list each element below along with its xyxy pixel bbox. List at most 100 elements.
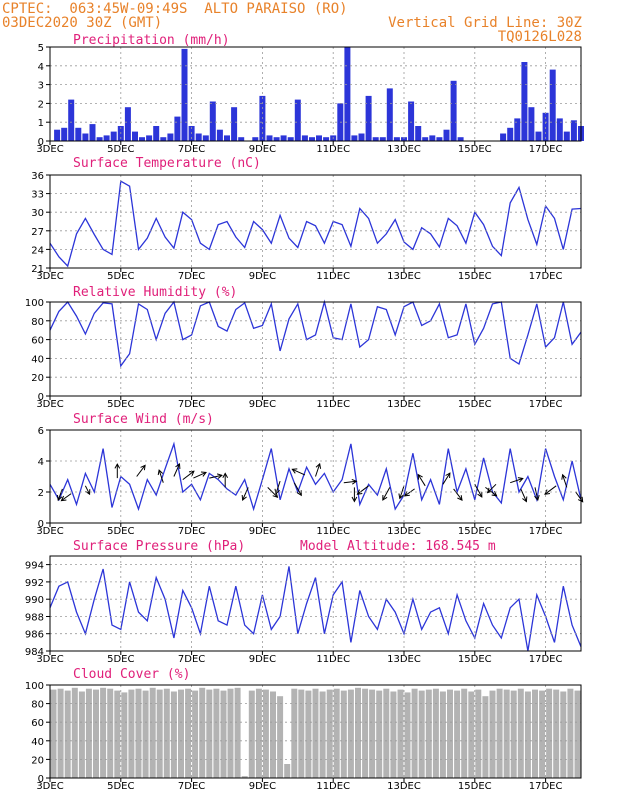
bar (454, 690, 461, 778)
bar (436, 137, 443, 141)
wind-arrow (182, 470, 195, 480)
bar (170, 691, 177, 778)
bar (362, 688, 369, 778)
wind-arrow-shaft (357, 485, 369, 495)
x-tick-label: 11DEC (316, 399, 350, 410)
wind-arrow (193, 471, 207, 479)
bar (234, 687, 241, 778)
wind-arrow-head (272, 492, 279, 498)
bar (372, 137, 379, 141)
wind-arrow-shaft (487, 483, 497, 493)
wind-arrow-head (175, 462, 181, 469)
wind-arrow-shaft (417, 474, 426, 487)
wind-arrow-head (60, 495, 67, 502)
bar (262, 689, 269, 778)
bar (255, 688, 262, 778)
wind-arrow (114, 463, 121, 479)
bar (153, 126, 160, 141)
wind-arrow-head (57, 495, 63, 502)
bar (71, 687, 78, 778)
bar (280, 135, 287, 141)
bar (489, 690, 496, 778)
wind-arrow-head (351, 496, 358, 503)
header-location: CPTEC: 063:45W-09:49S ALTO PARAISO (RO) (2, 1, 348, 17)
bar (457, 137, 464, 141)
wind-arrow-shaft (173, 463, 180, 477)
bar (514, 118, 521, 141)
x-tick-label: 9DEC (249, 399, 276, 410)
bar (439, 691, 446, 778)
y-tick-label: 24 (31, 245, 44, 256)
bar (383, 688, 390, 778)
bar (195, 133, 202, 141)
bar (450, 80, 457, 141)
x-tick-label: 13DEC (387, 144, 421, 155)
bar (418, 690, 425, 778)
x-tick-label: 13DEC (387, 654, 421, 665)
x-tick-label: 11DEC (316, 781, 350, 792)
wind-arrow-head (216, 473, 223, 479)
bar (570, 120, 577, 141)
wind-arrow-head (315, 462, 322, 469)
bar (355, 687, 361, 778)
bar (408, 101, 415, 141)
y-tick-label: 990 (25, 595, 44, 606)
wind-arrow (222, 472, 229, 488)
y-tick-label: 5 (38, 43, 44, 54)
y-tick-label: 2 (38, 99, 44, 110)
bar (121, 692, 128, 778)
bar (220, 690, 227, 778)
wind-arrow (57, 488, 63, 502)
bar (404, 692, 411, 778)
bar (57, 688, 64, 778)
x-tick-label: 5DEC (107, 399, 134, 410)
y-tick-label: 40 (31, 354, 44, 365)
x-tick-label: 17DEC (529, 781, 563, 792)
y-tick-label: 994 (25, 561, 44, 572)
bar (312, 688, 319, 778)
bar (50, 689, 57, 778)
x-tick-label: 3DEC (36, 781, 63, 792)
wind-arrow-shaft (61, 493, 72, 502)
bar (535, 131, 542, 141)
wind-arrow (561, 473, 568, 488)
bar (461, 688, 468, 778)
bar (560, 691, 567, 778)
bar (64, 690, 71, 778)
bar (351, 135, 358, 141)
wind-arrow-head (491, 490, 498, 497)
model-altitude-note: Model Altitude: 168.545 m (300, 539, 496, 554)
bar (103, 135, 110, 141)
wind-arrow-shaft (575, 491, 584, 503)
x-tick-label: 15DEC (458, 271, 492, 282)
panel-frame (49, 301, 582, 397)
x-tick-label: 9DEC (249, 781, 276, 792)
x-tick-label: 11DEC (316, 526, 350, 537)
bar (146, 135, 153, 141)
bar (347, 689, 354, 778)
x-tick-label: 17DEC (529, 144, 563, 155)
y-tick-label: 20 (31, 755, 44, 766)
x-tick-label: 5DEC (107, 144, 134, 155)
x-tick-label: 15DEC (458, 781, 492, 792)
y-tick-label: 988 (25, 613, 44, 624)
y-tick-label: 1 (38, 118, 44, 129)
wind-arrow (157, 469, 164, 483)
wind-arrow (241, 487, 249, 501)
bar (549, 69, 556, 141)
wind-arrow (544, 485, 557, 495)
x-tick-label: 9DEC (249, 271, 276, 282)
y-tick-label: 80 (31, 700, 44, 711)
wind-arrow (474, 484, 483, 498)
x-tick-label: 13DEC (387, 526, 421, 537)
bar (556, 118, 563, 141)
bar (213, 688, 220, 778)
y-tick-label: 33 (31, 190, 44, 201)
bar (482, 696, 489, 778)
bar (567, 688, 574, 778)
panel-title: Relative Humidity (%) (73, 285, 237, 300)
wind-arrow-shaft (182, 470, 195, 480)
x-tick-label: 7DEC (178, 271, 205, 282)
wind-arrow-shaft (292, 468, 306, 476)
wind-arrow-head (200, 471, 207, 477)
